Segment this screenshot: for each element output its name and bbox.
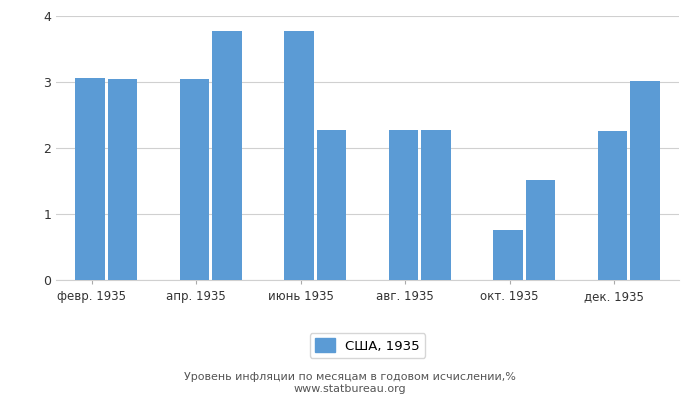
Text: www.statbureau.org: www.statbureau.org: [294, 384, 406, 394]
Bar: [630, 81, 659, 280]
Bar: [526, 180, 555, 280]
Bar: [389, 130, 418, 280]
Bar: [317, 130, 346, 280]
Bar: [76, 78, 105, 280]
Legend: США, 1935: США, 1935: [309, 333, 426, 358]
Bar: [180, 79, 209, 280]
Bar: [421, 130, 451, 280]
Text: Уровень инфляции по месяцам в годовом исчислении,%: Уровень инфляции по месяцам в годовом ис…: [184, 372, 516, 382]
Bar: [108, 79, 137, 280]
Bar: [212, 31, 241, 280]
Bar: [494, 230, 523, 280]
Bar: [284, 30, 314, 280]
Bar: [598, 131, 627, 280]
